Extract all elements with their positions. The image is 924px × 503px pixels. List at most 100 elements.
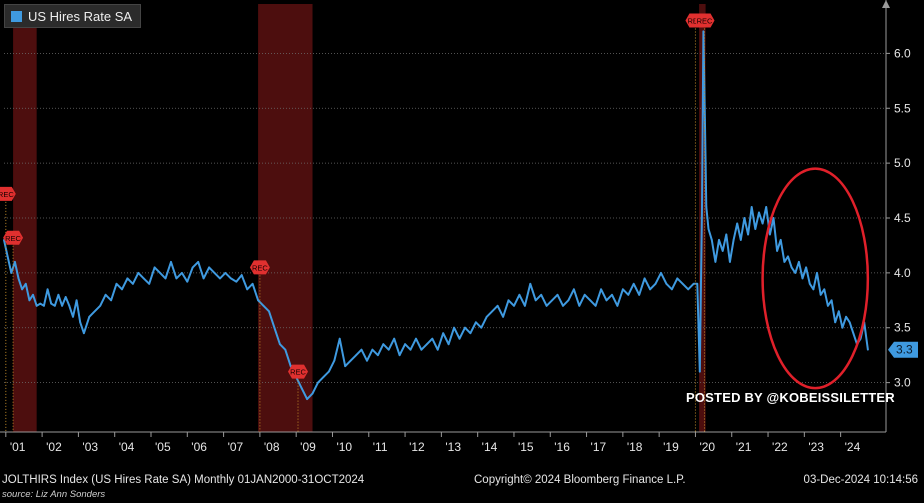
x-tick-label: '09 <box>300 440 316 454</box>
data-point <box>420 348 423 351</box>
x-axis-tick-labels: '01 '02 '03 '04 '05 '06 '07 '08 '09 '10 '11 '12 '13 '… <box>5 432 861 454</box>
x-tick-label: '11 <box>373 440 388 454</box>
x-tick-label: '21 <box>736 440 752 454</box>
data-point <box>848 321 851 324</box>
data-point <box>333 359 336 362</box>
data-point <box>523 304 526 307</box>
data-point <box>692 282 695 285</box>
data-point <box>812 288 815 291</box>
highlight-ellipse <box>761 167 870 390</box>
data-point <box>164 277 167 280</box>
data-point <box>578 304 581 307</box>
x-tick-label: '14 <box>482 440 498 454</box>
data-point <box>562 304 564 307</box>
data-point <box>415 337 417 340</box>
data-point <box>707 228 710 230</box>
data-point <box>35 304 38 307</box>
data-point <box>761 222 764 225</box>
data-point <box>621 288 624 291</box>
data-point <box>142 277 145 280</box>
data-point <box>837 310 840 313</box>
x-tick-label: '19 <box>663 440 679 454</box>
index-description: JOLTHIRS Index (US Hires Rate SA) Monthl… <box>2 474 365 486</box>
data-point <box>273 326 276 329</box>
y-axis-tick-labels: 3.0 3.5 4.0 4.5 5.0 5.5 6.0 <box>886 46 911 390</box>
y-tick-label: 5.0 <box>894 156 911 170</box>
data-point <box>589 299 592 302</box>
data-point <box>627 293 630 296</box>
data-point <box>371 348 374 351</box>
data-point <box>732 239 735 241</box>
data-point <box>632 282 635 285</box>
data-point <box>600 288 602 291</box>
data-point <box>148 282 151 285</box>
data-point <box>68 304 71 307</box>
data-point <box>382 343 385 346</box>
data-point <box>797 260 800 263</box>
rec-marker-label: REC <box>697 16 713 25</box>
data-point <box>327 370 330 373</box>
data-point <box>39 302 42 305</box>
x-tick-label: '15 <box>518 440 534 454</box>
data-point <box>529 282 532 285</box>
data-point <box>159 271 161 274</box>
rec-marker-label: REC <box>5 234 21 243</box>
data-point <box>355 354 357 357</box>
data-point <box>311 392 314 395</box>
data-point <box>729 260 731 263</box>
data-point <box>518 293 521 296</box>
x-tick-label: '16 <box>554 440 570 454</box>
data-point <box>186 280 189 283</box>
data-point <box>57 293 60 296</box>
data-point <box>687 288 690 291</box>
data-point <box>841 326 844 329</box>
data-point <box>783 260 786 263</box>
data-point <box>567 299 570 302</box>
data-point <box>409 348 412 351</box>
x-tick-label: '01 <box>10 440 26 454</box>
data-point <box>638 293 641 296</box>
data-point <box>64 296 67 298</box>
rec-marker-label: REC <box>252 263 268 272</box>
x-tick-label: '20 <box>699 440 715 454</box>
data-point <box>654 282 657 285</box>
data-point <box>175 277 178 280</box>
data-point <box>790 266 793 269</box>
x-tick-label: '12 <box>409 440 425 454</box>
data-point <box>845 315 847 318</box>
data-point <box>121 288 123 291</box>
data-point <box>464 326 466 329</box>
data-point <box>262 304 265 307</box>
data-point <box>507 299 510 302</box>
data-point <box>257 299 259 302</box>
rec-marker-label: REC <box>290 368 306 377</box>
data-point <box>750 206 753 208</box>
annotations: 3.3 <box>761 167 918 390</box>
data-point <box>702 30 705 33</box>
rec-markers: RECRECRECRECRECREC <box>0 13 715 432</box>
data-point <box>99 304 102 307</box>
last-value-badge <box>888 341 918 358</box>
data-point <box>75 299 78 302</box>
data-point <box>46 288 49 291</box>
data-point <box>317 381 319 384</box>
rec-marker-badge <box>249 260 270 275</box>
legend-label: US Hires Rate SA <box>28 8 133 24</box>
x-tick-label: '03 <box>82 440 98 454</box>
y-tick-label: 3.0 <box>894 376 911 390</box>
y-tick-label: 5.5 <box>894 101 911 115</box>
data-point <box>776 250 779 252</box>
data-point <box>393 337 396 340</box>
data-point <box>278 343 281 346</box>
data-point <box>366 359 368 362</box>
data-point <box>502 315 504 318</box>
data-point <box>284 348 287 351</box>
rec-marker-badge <box>0 186 16 201</box>
x-tick-label: '17 <box>591 440 607 454</box>
data-point <box>765 206 768 208</box>
x-tick-label: '18 <box>627 440 643 454</box>
data-point <box>772 217 775 219</box>
data-point <box>739 239 742 241</box>
x-tick-label: '13 <box>445 440 461 454</box>
data-point <box>28 299 31 302</box>
